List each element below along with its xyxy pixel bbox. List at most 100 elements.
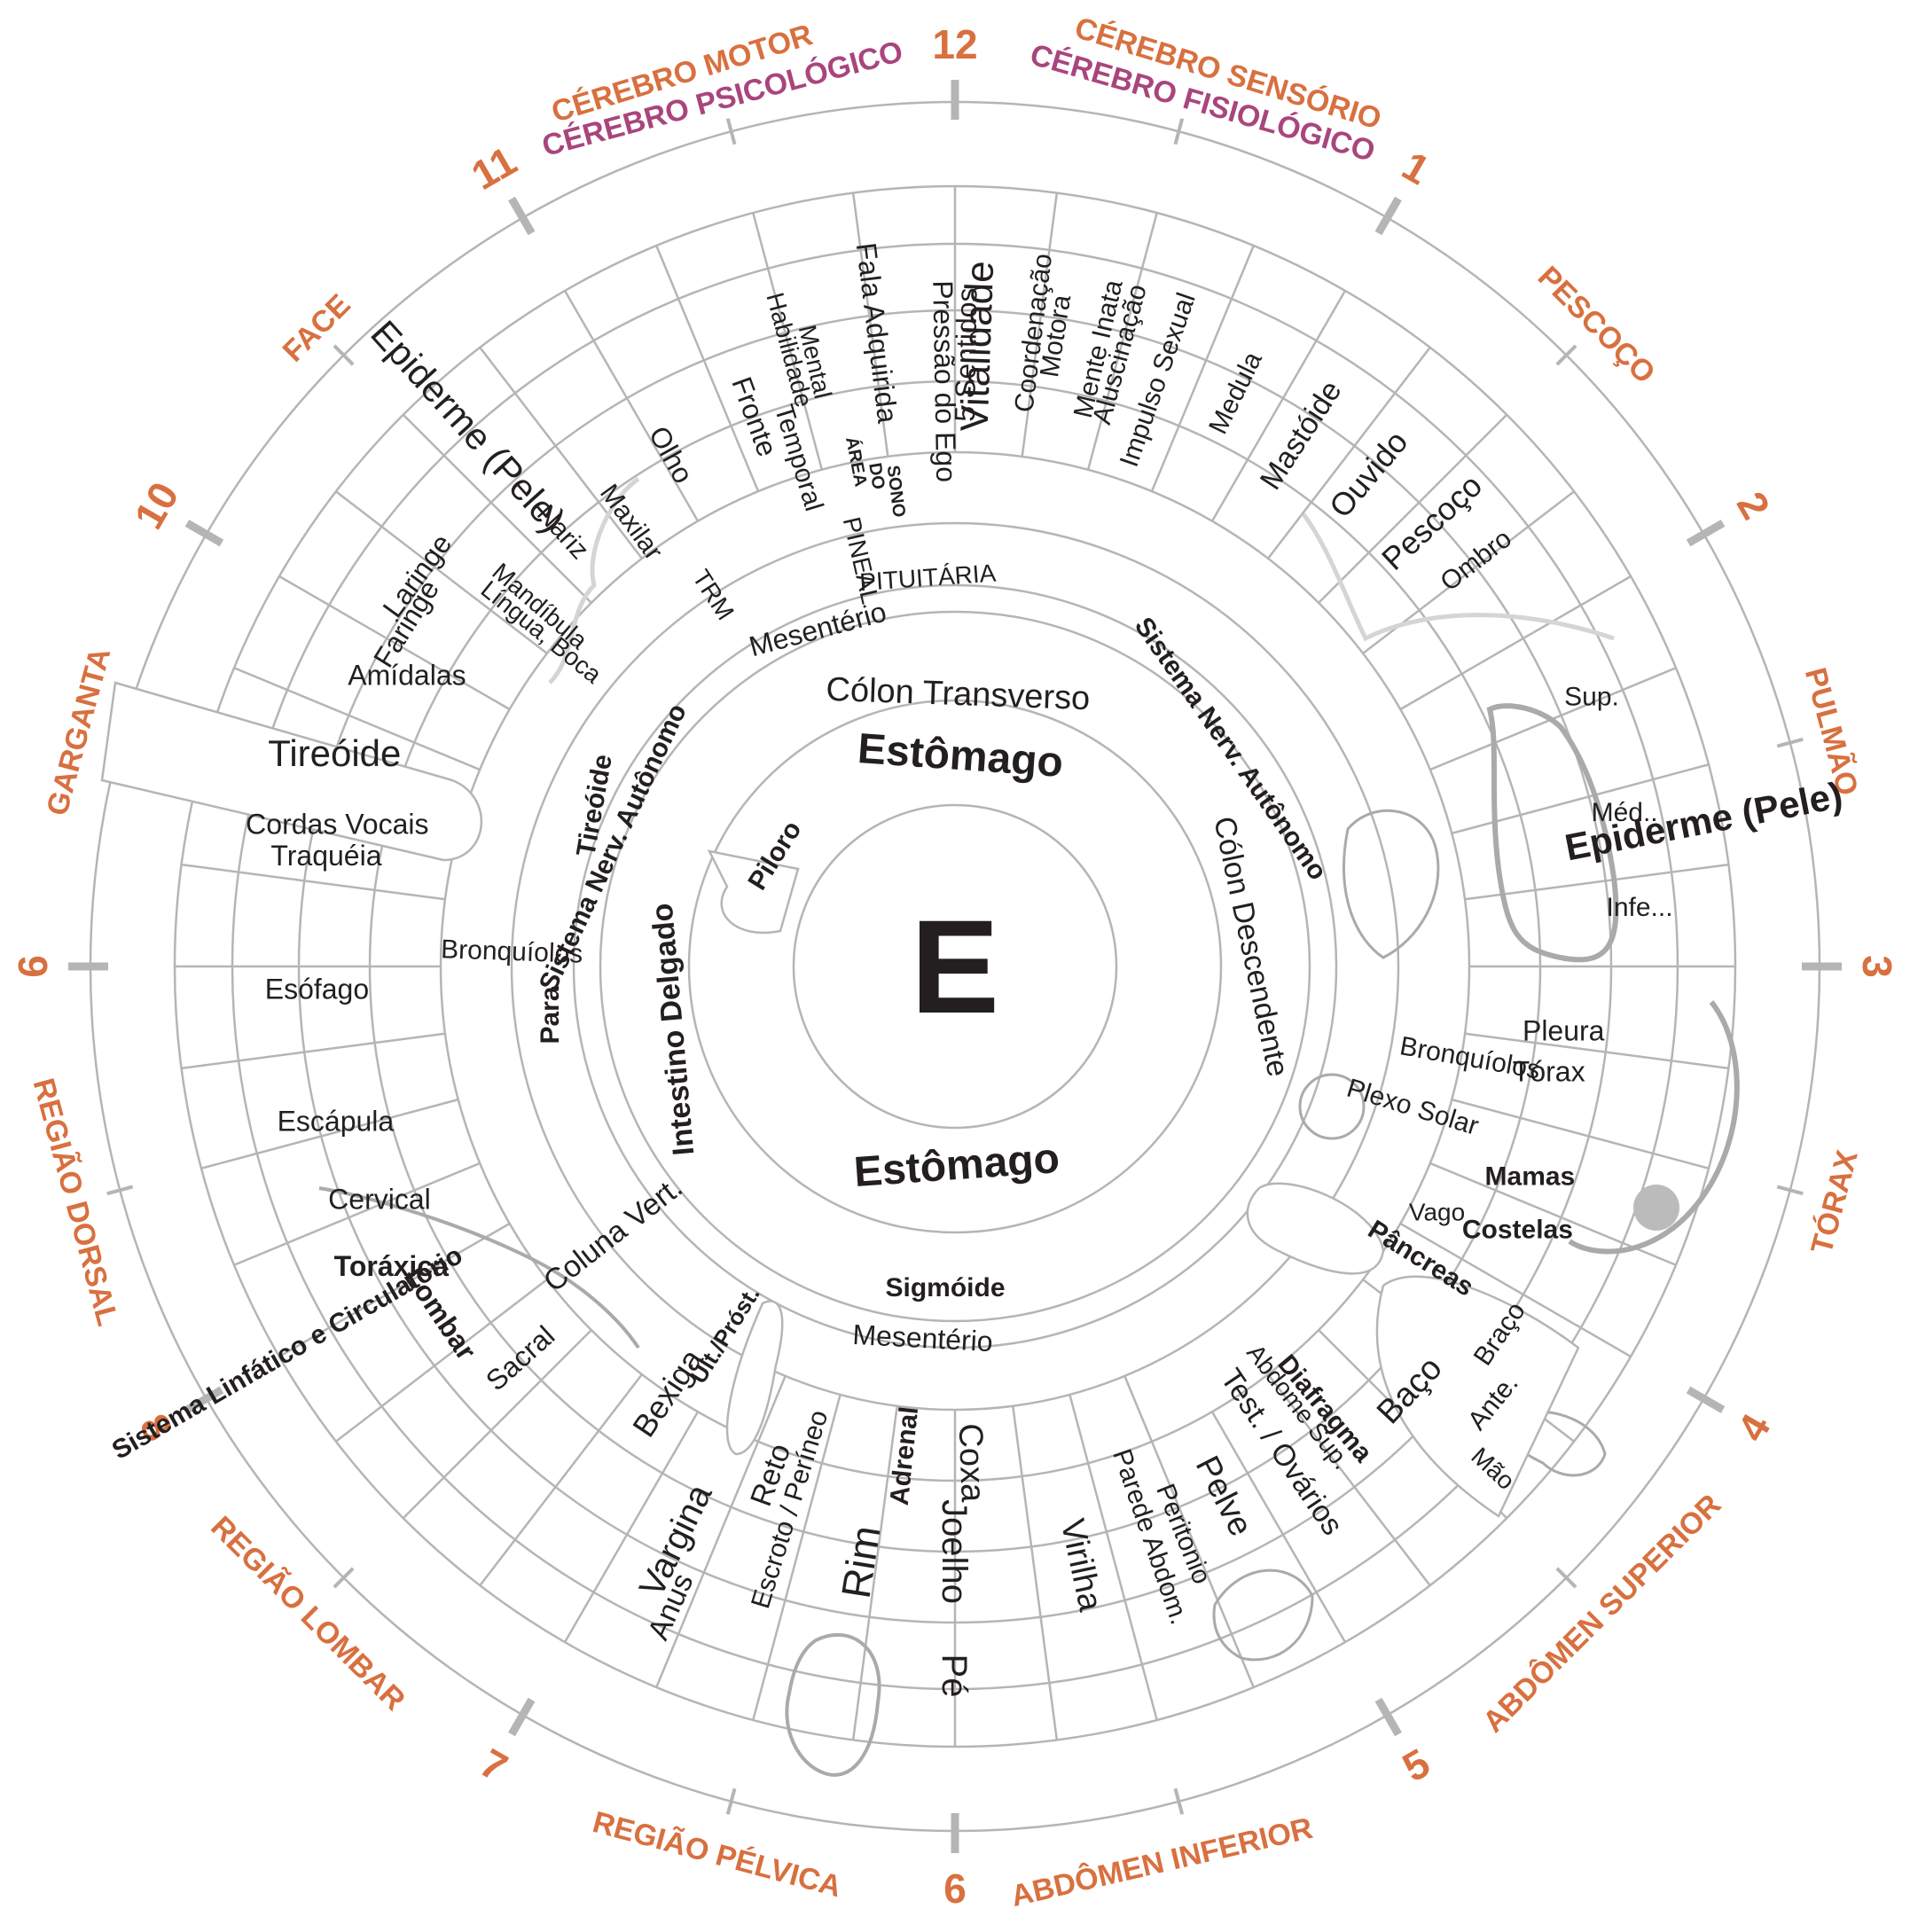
organ-label: Mamas bbox=[1485, 1162, 1576, 1191]
para-label: Para bbox=[536, 986, 565, 1044]
hour-tick bbox=[1374, 196, 1402, 236]
organ-label: Esófago bbox=[265, 973, 369, 1005]
organ-label: SONO bbox=[883, 465, 909, 519]
organ-label: TRM bbox=[687, 565, 740, 625]
hour-label: 4 bbox=[1728, 1406, 1780, 1450]
lung-illustration bbox=[1486, 703, 1619, 963]
hour-label: 11 bbox=[464, 137, 524, 199]
organ-label: Ombro bbox=[1435, 524, 1517, 597]
organ-label: Joelho bbox=[935, 1499, 974, 1604]
organ-label: Virilha bbox=[1053, 1516, 1109, 1615]
estomago-top-label: Estômago bbox=[856, 725, 1064, 786]
radial-lines bbox=[175, 186, 1735, 1747]
hour-tick bbox=[508, 1697, 536, 1737]
radial-divider bbox=[1399, 1222, 1632, 1358]
organ-label: Pé bbox=[935, 1654, 974, 1698]
radial-divider bbox=[655, 1375, 787, 1688]
hour-ticks bbox=[68, 80, 1842, 1853]
organ-label: Infe... bbox=[1607, 893, 1673, 922]
estomago-bottom-label: Estômago bbox=[852, 1135, 1061, 1196]
organ-label: Coxa bbox=[951, 1423, 991, 1504]
breast-nipple bbox=[1633, 1185, 1679, 1231]
radial-divider bbox=[181, 863, 446, 901]
hour-label: 7 bbox=[473, 1740, 515, 1791]
organ-label: Escápula bbox=[278, 1105, 395, 1137]
pelvis-illustration bbox=[1212, 1568, 1314, 1662]
organ-label: Pleura bbox=[1523, 1014, 1605, 1046]
zone-label: REGIÃO PÉLVICA bbox=[589, 1805, 844, 1904]
radial-divider bbox=[1069, 1394, 1158, 1721]
radial-divider bbox=[233, 667, 481, 771]
organ-label: Cordas Vocais bbox=[246, 808, 428, 840]
hour-label: 1 bbox=[1395, 142, 1437, 193]
hour-label: 6 bbox=[943, 1866, 967, 1912]
radial-divider bbox=[851, 1405, 898, 1740]
radial-divider bbox=[851, 192, 889, 458]
hour-label: 10 bbox=[125, 474, 188, 536]
prostate-cell bbox=[725, 1300, 784, 1456]
thyroid-tongue-cell bbox=[100, 681, 483, 862]
hour-tick bbox=[184, 1386, 224, 1413]
organ-label: Tireóide bbox=[268, 732, 401, 774]
half-hour-tick bbox=[106, 1185, 134, 1196]
radial-divider bbox=[1123, 1375, 1255, 1688]
organ-label: Fala Adquirida bbox=[850, 241, 904, 426]
organ-label: 5 Sentidos bbox=[949, 287, 983, 422]
radial-divider bbox=[335, 1279, 548, 1443]
hour-tick bbox=[1686, 520, 1726, 547]
radial-divider bbox=[200, 1098, 459, 1169]
radial-divider bbox=[563, 1411, 700, 1643]
ring-9 bbox=[599, 610, 1311, 1323]
radial-divider bbox=[479, 1373, 643, 1586]
center-letter: E bbox=[911, 892, 999, 1041]
radial-divider bbox=[1021, 192, 1059, 458]
organ-label: Epiderme (Pele) bbox=[363, 312, 574, 540]
hour-label: 2 bbox=[1728, 484, 1780, 527]
radial-divider bbox=[1086, 212, 1158, 471]
half-hour-tick bbox=[1555, 1567, 1577, 1589]
organ-label: Coluna Vert. bbox=[537, 1170, 689, 1299]
half-hour-tick bbox=[1555, 344, 1577, 366]
organ-label: ÁREA bbox=[841, 435, 871, 489]
decorative-illustrations bbox=[318, 476, 1740, 1777]
organ-label: Amídalas bbox=[348, 660, 466, 692]
hour-tick bbox=[1374, 1697, 1402, 1737]
organ-label: Medula bbox=[1203, 348, 1268, 439]
radial-divider bbox=[1267, 1373, 1431, 1586]
half-hour-tick bbox=[333, 344, 355, 366]
radial-divider bbox=[278, 575, 511, 711]
hour-label: 6 bbox=[10, 955, 56, 978]
ring-center bbox=[792, 803, 1118, 1130]
organ-label: Vago bbox=[1409, 1199, 1465, 1226]
radial-divider bbox=[655, 245, 760, 492]
radial-divider bbox=[1012, 1405, 1059, 1740]
organ-label: Costelas bbox=[1462, 1215, 1573, 1244]
radial-divider bbox=[752, 1394, 841, 1721]
organ-label: DO bbox=[865, 462, 888, 491]
radial-divider bbox=[278, 1222, 511, 1358]
hour-tick bbox=[508, 196, 536, 236]
pancreas-cell bbox=[1246, 1182, 1385, 1275]
organ-label: Toráxica bbox=[334, 1250, 449, 1282]
radial-divider bbox=[1451, 1098, 1710, 1169]
organ-label: Olho bbox=[643, 421, 700, 489]
organ-label: Sistema Linfático e Circulatório bbox=[107, 1240, 467, 1466]
radial-divider bbox=[1464, 863, 1729, 901]
radial-divider bbox=[181, 1032, 446, 1070]
hour-label: 5 bbox=[1395, 1740, 1437, 1791]
mesenterio-bottom-label: Mesentério bbox=[852, 1318, 994, 1357]
zone-label: REGIÃO DORSAL bbox=[26, 1075, 124, 1329]
half-hour-tick bbox=[333, 1567, 355, 1589]
spleen-cell bbox=[1375, 1275, 1580, 1518]
organ-label: Mastóide bbox=[1254, 375, 1349, 496]
colon-transverso-label: Cólon Transverso bbox=[826, 671, 1091, 717]
organ-label: Méd.. bbox=[1592, 798, 1658, 827]
radial-divider bbox=[1399, 575, 1632, 711]
organ-label: Bronquíolos bbox=[1397, 1031, 1542, 1084]
hour-tick bbox=[184, 520, 224, 547]
organ-label: Vitalidade bbox=[952, 260, 1002, 432]
radial-divider bbox=[1267, 347, 1431, 559]
ring-8 bbox=[572, 583, 1338, 1349]
